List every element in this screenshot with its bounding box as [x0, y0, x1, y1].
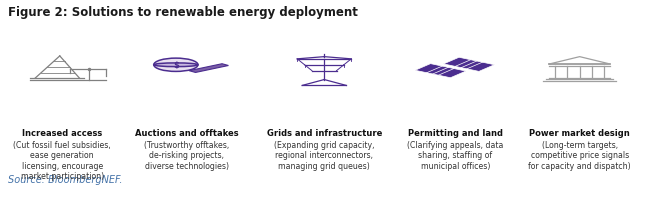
Text: Increased access: Increased access: [22, 129, 102, 138]
Text: Power market design: Power market design: [529, 129, 630, 138]
Text: (Clarifying appeals, data
sharing, staffing of
municipal offices): (Clarifying appeals, data sharing, staff…: [407, 141, 504, 171]
Text: Grids and infrastructure: Grids and infrastructure: [267, 129, 382, 138]
Polygon shape: [443, 57, 495, 71]
Text: (Long-term targets,
competitive price signals
for capacity and dispatch): (Long-term targets, competitive price si…: [529, 141, 631, 171]
Text: $: $: [173, 61, 179, 70]
Text: (Cut fossil fuel subsidies,
ease generation
licensing, encourage
market particip: (Cut fossil fuel subsidies, ease generat…: [13, 141, 111, 181]
Text: Source: BloombergNEF.: Source: BloombergNEF.: [8, 175, 122, 185]
Polygon shape: [415, 64, 466, 78]
Text: (Expanding grid capacity,
regional interconnectors,
managing grid queues): (Expanding grid capacity, regional inter…: [274, 141, 375, 171]
Ellipse shape: [154, 63, 198, 67]
Ellipse shape: [154, 58, 198, 72]
Text: Permitting and land: Permitting and land: [407, 129, 503, 138]
Text: Figure 2: Solutions to renewable energy deployment: Figure 2: Solutions to renewable energy …: [8, 6, 358, 19]
Polygon shape: [189, 64, 229, 72]
Text: Auctions and offtakes: Auctions and offtakes: [135, 129, 238, 138]
Text: (Trustworthy offtakes,
de-risking projects,
diverse technologies): (Trustworthy offtakes, de-risking projec…: [144, 141, 229, 171]
